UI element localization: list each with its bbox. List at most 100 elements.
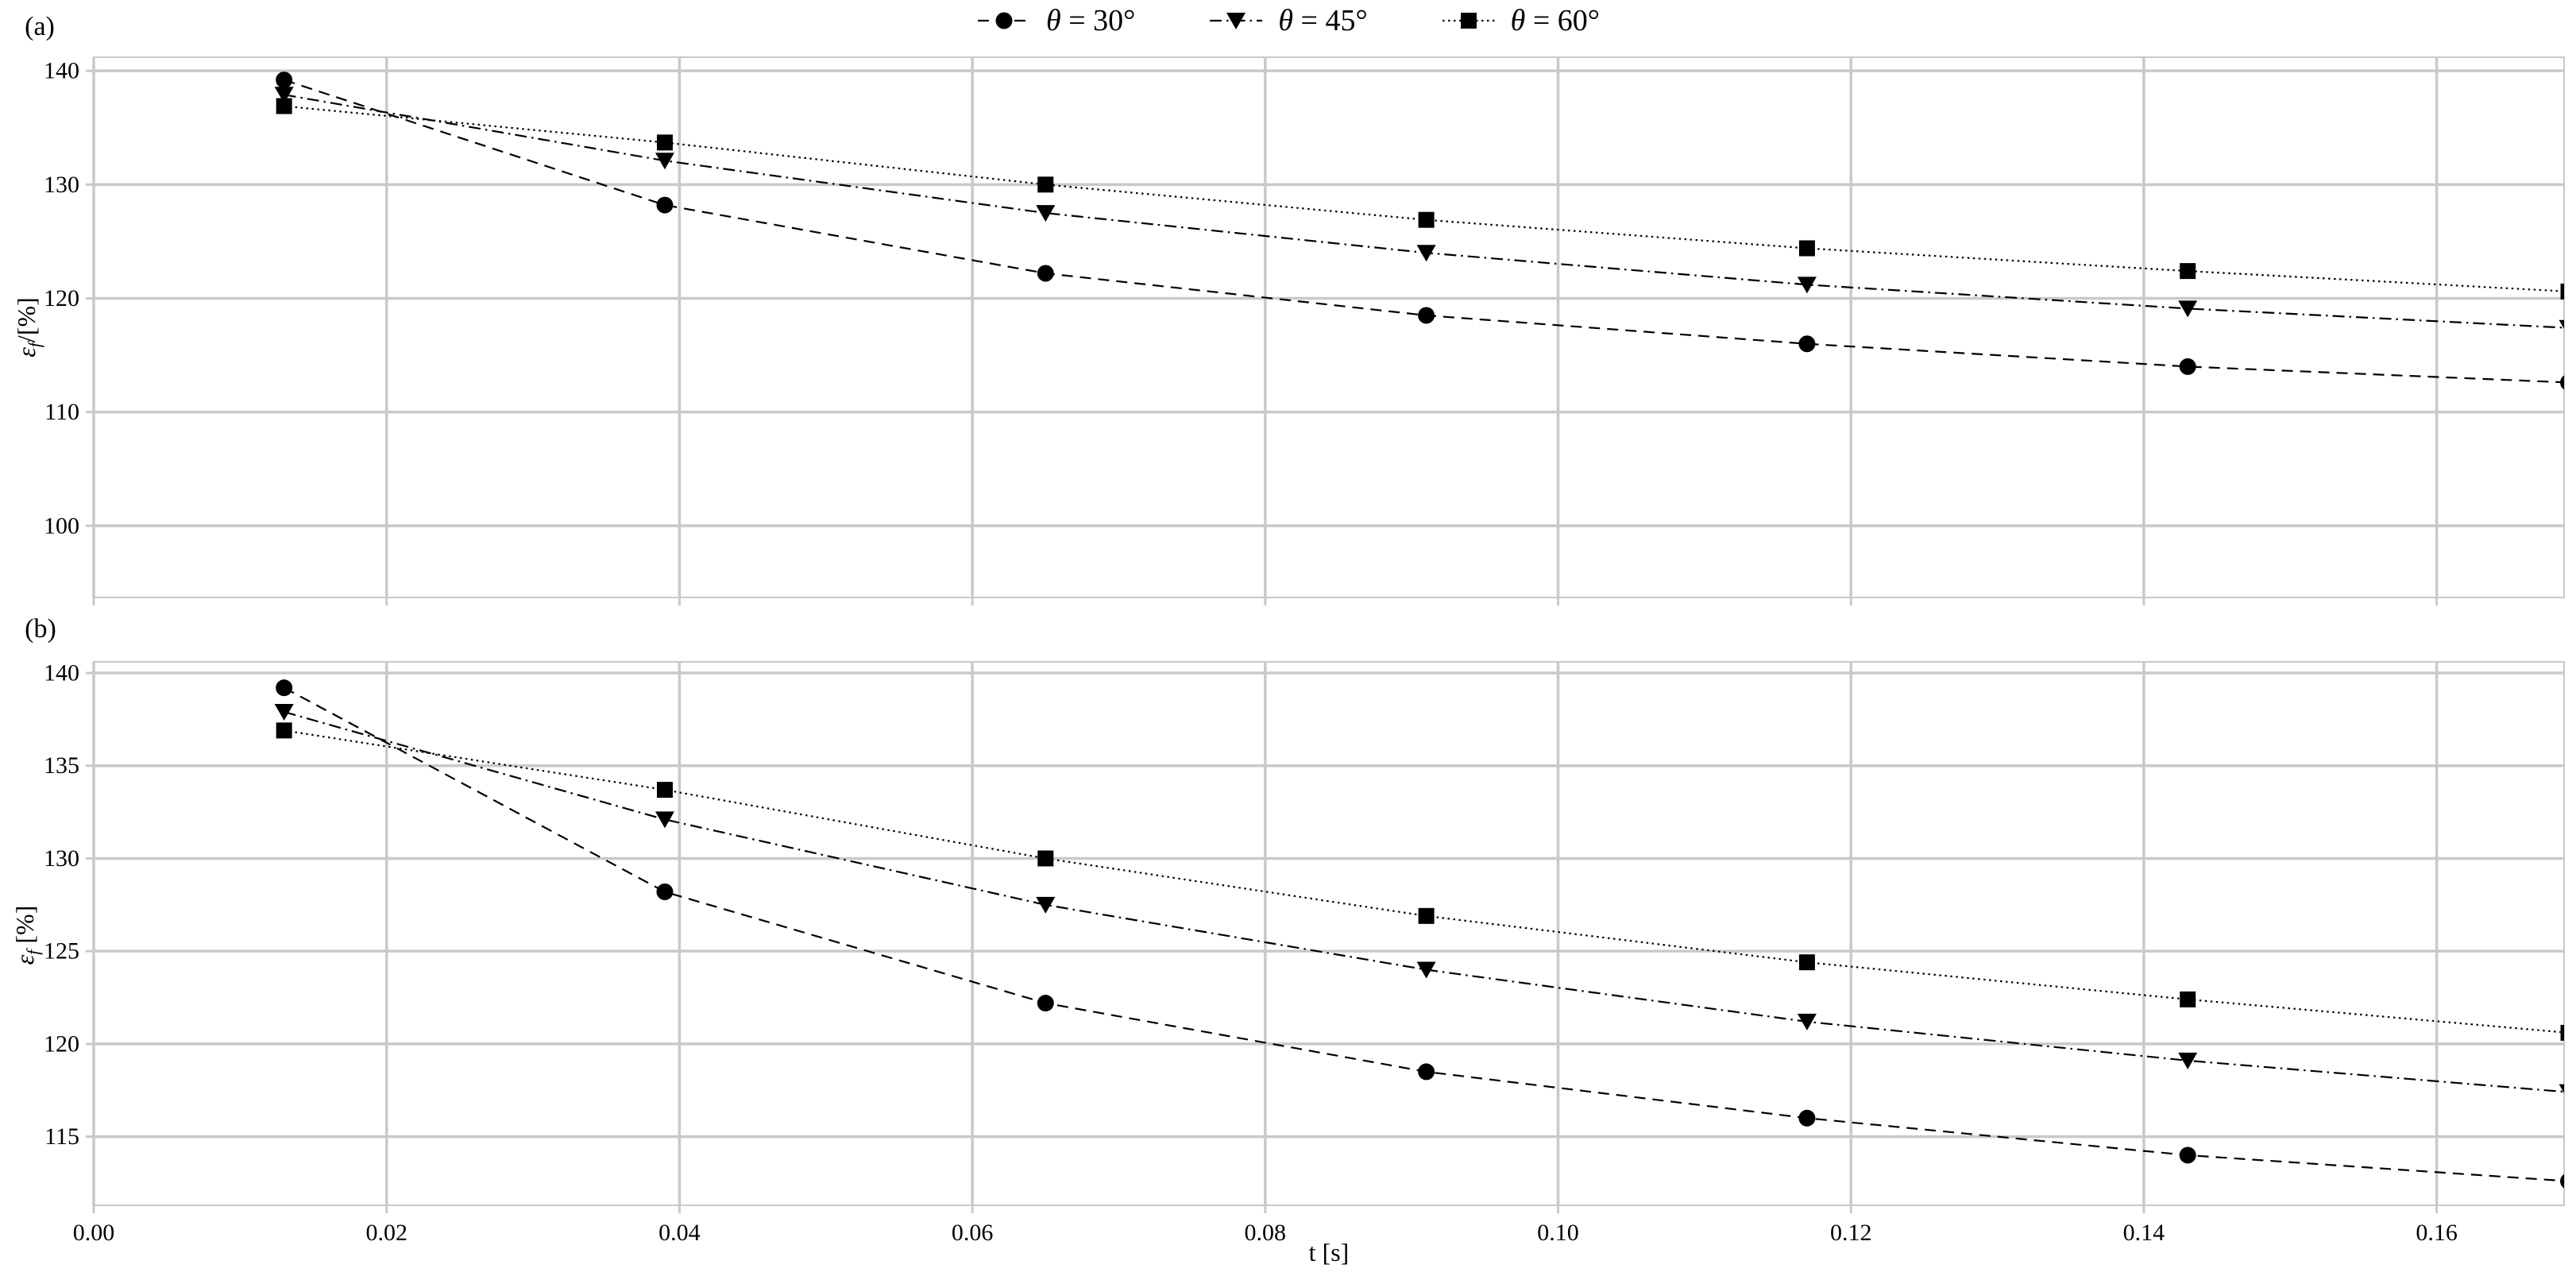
x-tick-label: 0.00: [73, 1220, 115, 1246]
series-square-(b): [276, 722, 2564, 1041]
data-point-triangle-down: [1036, 205, 1056, 222]
data-point-circle: [276, 679, 293, 697]
y-tick-label: 135: [44, 752, 79, 779]
gridlines-(b): [86, 662, 2564, 1213]
series-square-(a): [276, 98, 2564, 300]
y-tick-label: 140: [44, 58, 79, 84]
data-point-square: [2180, 263, 2196, 280]
data-point-square: [2180, 991, 2196, 1007]
y-axis-unit: [%]: [10, 905, 39, 950]
data-point-circle: [1037, 995, 1054, 1012]
data-point-circle: [995, 12, 1013, 29]
legend: θ = 30° θ = 45° θ = 60°: [0, 0, 2576, 41]
data-point-circle: [2560, 1174, 2564, 1189]
series-line: [284, 105, 2564, 292]
series-line: [284, 710, 2564, 1093]
y-tick-label: 125: [44, 938, 79, 965]
series-triangle-down-(a): [274, 87, 2564, 330]
data-point-circle: [1798, 335, 1816, 353]
data-point-square: [1037, 850, 1054, 867]
panel-label-b: (b): [25, 614, 56, 644]
x-tick-label: 0.10: [1537, 1220, 1579, 1246]
data-point-triangle-down: [1797, 276, 1817, 294]
x-tick-label: 0.04: [658, 1220, 701, 1246]
data-point-square: [2560, 1024, 2564, 1041]
data-point-square: [1460, 13, 1477, 29]
x-tick-label: 0.12: [1830, 1220, 1872, 1246]
data-point-square: [1418, 211, 1435, 228]
y-tick-label: 140: [44, 660, 79, 686]
data-point-triangle-down: [274, 704, 294, 721]
data-point-square: [1037, 176, 1054, 193]
x-tick-label: 0.02: [365, 1220, 407, 1246]
data-point-circle: [1037, 265, 1054, 282]
plot-border-(a): [93, 56, 2565, 598]
data-point-circle: [1418, 1063, 1435, 1081]
data-point-circle: [2179, 358, 2196, 375]
data-point-triangle-down: [2178, 300, 2198, 318]
series-line: [284, 79, 2564, 384]
y-axis-label-a: εf/[%]: [11, 297, 45, 358]
data-point-square: [1418, 907, 1435, 924]
x-tick-label: 0.16: [2416, 1220, 2458, 1246]
data-point-triangle-down: [1036, 896, 1056, 914]
data-point-circle: [1418, 307, 1435, 324]
legend-item-theta-60: θ = 60°: [1441, 6, 1600, 36]
data-point-circle: [1798, 1109, 1816, 1127]
gridlines-(a): [86, 57, 2564, 605]
data-point-triangle-down: [1416, 961, 1436, 979]
y-axis-unit: /[%]: [11, 297, 41, 343]
legend-label-theta-45: θ = 45°: [1278, 4, 1368, 37]
data-point-circle: [656, 196, 674, 214]
legend-marker-square-icon: [1442, 13, 1495, 29]
data-point-triangle-down: [1797, 1013, 1817, 1030]
legend-marker-circle-icon: [978, 12, 1031, 29]
data-point-square: [276, 722, 292, 739]
plot-border-(b): [93, 661, 2565, 1206]
y-axis-label-b: εf [%]: [10, 905, 44, 965]
y-tick-label: 120: [44, 1030, 79, 1057]
data-point-triangle-down: [655, 153, 674, 170]
legend-item-theta-30: θ = 30°: [976, 6, 1135, 36]
y-tick-label: 100: [44, 512, 79, 539]
y-tick-labels-(a): 100 110 120 130 140: [44, 58, 79, 539]
y-tick-labels-(b): 115 120 125 130 135 140: [44, 660, 79, 1150]
data-point-square: [656, 134, 673, 151]
epsilon-symbol: ε: [11, 347, 41, 358]
y-tick-label: 130: [44, 172, 79, 198]
data-point-triangle-down: [1226, 13, 1246, 29]
series-triangle-down-(b): [274, 704, 2564, 1093]
series-circle-(b): [276, 679, 2564, 1189]
data-point-circle: [2560, 375, 2564, 390]
legend-label-theta-60: θ = 60°: [1510, 4, 1600, 37]
epsilon-symbol: ε: [10, 954, 39, 965]
x-tick-labels: 0.00 0.02 0.04 0.06 0.08 0.10 0.12 0.14 0.16: [73, 1220, 2458, 1246]
data-point-circle: [276, 72, 293, 89]
data-point-circle: [656, 883, 674, 900]
data-point-triangle-down: [2559, 319, 2564, 330]
data-point-triangle-down: [2178, 1052, 2198, 1069]
series-line: [284, 94, 2564, 329]
x-tick-label: 0.08: [1245, 1220, 1287, 1246]
epsilon-subscript: f: [25, 342, 45, 348]
y-tick-label: 115: [44, 1123, 79, 1150]
data-point-triangle-down: [2559, 1084, 2564, 1093]
data-point-square: [656, 782, 673, 798]
y-tick-label: 120: [44, 285, 79, 311]
data-point-circle: [2179, 1146, 2196, 1164]
data-point-square: [2560, 283, 2564, 300]
x-tick-label: 0.14: [2123, 1220, 2165, 1246]
data-point-triangle-down: [274, 87, 294, 104]
data-point-square: [1798, 954, 1815, 971]
data-point-square: [276, 98, 292, 114]
y-tick-label: 110: [44, 399, 79, 425]
legend-item-theta-45: θ = 45°: [1208, 4, 1368, 37]
epsilon-subscript: f: [23, 949, 44, 955]
x-tick-label: 0.06: [952, 1220, 994, 1246]
data-point-triangle-down: [655, 811, 674, 829]
y-tick-label: 130: [44, 845, 79, 872]
legend-marker-triangle-icon: [1210, 13, 1263, 29]
series-circle-(a): [276, 72, 2564, 390]
